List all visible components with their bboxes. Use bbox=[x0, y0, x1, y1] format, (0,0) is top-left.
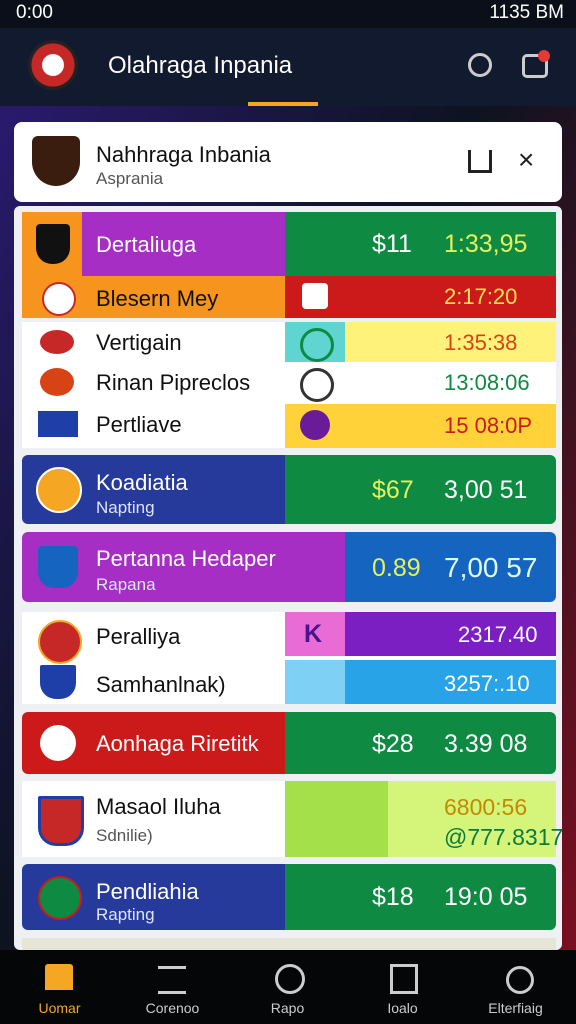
nav-label[interactable]: Uomar bbox=[38, 1000, 81, 1016]
row-time: 13:08:06 bbox=[444, 370, 530, 395]
nav-label[interactable]: Ioalo bbox=[387, 1000, 418, 1016]
team-logo bbox=[40, 330, 74, 354]
value-cell bbox=[345, 322, 556, 362]
search-button[interactable] bbox=[468, 53, 492, 77]
logo-cell bbox=[285, 781, 388, 857]
nav-label[interactable]: Elterfiaig bbox=[488, 1000, 543, 1016]
nav-label[interactable]: Rapo bbox=[270, 1000, 305, 1016]
row-name: Pendliahia bbox=[96, 879, 199, 904]
row-time: 15 08:0P bbox=[444, 413, 533, 438]
row-sub: Sdnilie) bbox=[96, 826, 153, 845]
row-name: Rinan Pipreclos bbox=[96, 370, 251, 395]
row-name: Aonhaga Riretitk bbox=[96, 731, 259, 756]
header-title: Nahhraga Inbania bbox=[96, 142, 271, 167]
team-logo bbox=[38, 876, 82, 920]
row-time: 6800:56 bbox=[444, 794, 528, 820]
nav-icon bbox=[506, 966, 534, 994]
team-logo bbox=[38, 411, 78, 437]
value-cell bbox=[285, 404, 556, 448]
team-logo bbox=[300, 368, 334, 402]
value-cell bbox=[285, 864, 556, 930]
header-card: Nahhraga Inbania Asprania × bbox=[14, 122, 562, 202]
row-name: Masaol Iluha bbox=[96, 794, 221, 819]
row-name: Samhanlnak) bbox=[96, 672, 226, 697]
nav-icon bbox=[45, 964, 73, 990]
row-name: Koadiatia bbox=[96, 470, 188, 495]
row-time: 3257:.10 bbox=[444, 671, 530, 696]
row-name: Peralliya bbox=[96, 624, 181, 649]
row-price: $11 bbox=[372, 230, 412, 258]
row-time: @777.8317 bbox=[444, 824, 564, 850]
nav-icon bbox=[158, 966, 186, 994]
team-logo bbox=[38, 620, 82, 664]
team-logo bbox=[300, 328, 334, 362]
app-bar: Olahraga Inpania bbox=[0, 28, 576, 106]
nav-icon bbox=[275, 964, 305, 994]
team-logo bbox=[36, 467, 82, 513]
row-price: 0.89 bbox=[372, 554, 421, 582]
value-cell bbox=[345, 660, 556, 704]
app-title: Olahraga Inpania bbox=[108, 52, 293, 79]
row-time: 1:33,95 bbox=[444, 230, 528, 258]
close-button[interactable]: × bbox=[518, 144, 535, 175]
bottom-nav bbox=[0, 950, 576, 1024]
row-time: 19:0 05 bbox=[444, 883, 528, 911]
row-price: $67 bbox=[372, 476, 414, 504]
status-time: 0:00 bbox=[16, 2, 53, 23]
row-name: Vertigain bbox=[96, 330, 182, 355]
status-bar: 0:00 1135 BM bbox=[0, 0, 576, 28]
value-cell bbox=[285, 712, 556, 774]
row-name: Pertanna Hedaper bbox=[96, 546, 276, 571]
notifications-button[interactable] bbox=[522, 54, 548, 78]
row-price: $28 bbox=[372, 730, 414, 758]
team-logo bbox=[38, 546, 78, 588]
logo-cell bbox=[285, 612, 345, 656]
row-partial bbox=[22, 938, 556, 950]
value-cell bbox=[285, 276, 556, 318]
badge bbox=[538, 50, 550, 62]
share-button[interactable] bbox=[468, 150, 492, 173]
row-time: 3.39 08 bbox=[444, 730, 528, 758]
team-logo bbox=[300, 410, 330, 440]
status-clock: 1135 BM bbox=[489, 2, 564, 23]
row-sub: Rapting bbox=[96, 905, 155, 924]
row-time: 2:17:20 bbox=[444, 284, 518, 309]
team-logo bbox=[302, 283, 328, 309]
nav-icon bbox=[390, 964, 418, 994]
value-cell bbox=[388, 781, 556, 857]
app-logo bbox=[28, 40, 78, 90]
value-cell bbox=[345, 612, 556, 656]
team-logo bbox=[36, 224, 70, 264]
team-logo bbox=[40, 725, 76, 761]
row-time: 7,00 57 bbox=[444, 552, 538, 583]
header-logo bbox=[32, 136, 80, 186]
row-sub: Rapana bbox=[96, 575, 156, 594]
value-cell bbox=[285, 212, 556, 276]
row-name: Dertaliuga bbox=[96, 232, 197, 257]
row-price: K bbox=[304, 620, 323, 648]
row-sub: Napting bbox=[96, 498, 155, 517]
tab-indicator bbox=[248, 102, 318, 106]
team-logo bbox=[42, 282, 76, 316]
row-time: 1:35:38 bbox=[444, 330, 518, 355]
row-name: Pertliave bbox=[96, 412, 182, 437]
row-name: Blesern Mey bbox=[96, 286, 219, 311]
row-time: 2317.40 bbox=[458, 622, 538, 647]
value-cell bbox=[285, 455, 556, 524]
value-cell bbox=[345, 532, 556, 602]
team-logo bbox=[40, 368, 74, 396]
header-subtitle: Asprania bbox=[96, 169, 164, 188]
row-price: $18 bbox=[372, 883, 414, 911]
row-time: 3,00 51 bbox=[444, 476, 528, 504]
logo-cell bbox=[285, 660, 345, 704]
team-logo bbox=[38, 796, 84, 846]
nav-label[interactable]: Corenoo bbox=[145, 1000, 200, 1016]
team-logo bbox=[40, 665, 76, 699]
